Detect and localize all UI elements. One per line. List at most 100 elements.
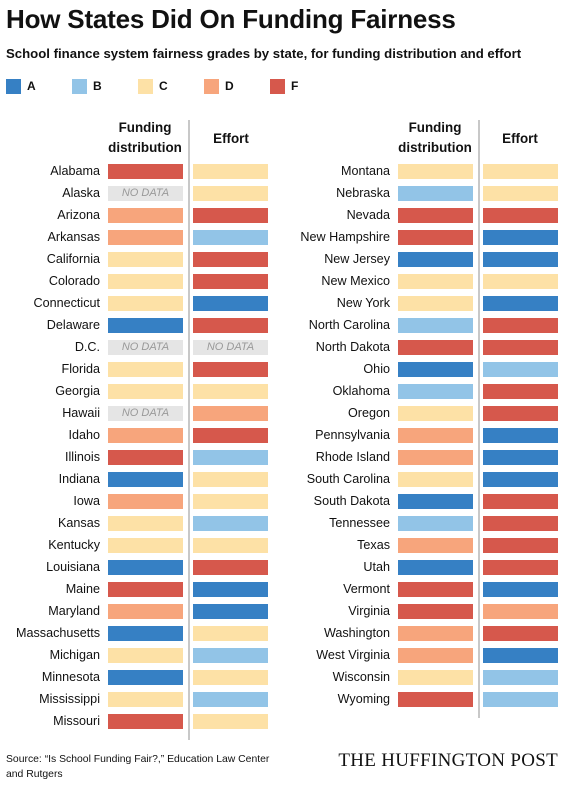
effort-bar [193, 516, 268, 531]
state-label: Connecticut [33, 296, 100, 310]
effort-bar [483, 692, 558, 707]
state-label: Texas [357, 538, 390, 552]
effort-bar [483, 626, 558, 641]
state-label: Maryland [48, 604, 100, 618]
funding-bar [398, 428, 473, 443]
funding-bar [398, 692, 473, 707]
state-label: South Carolina [306, 472, 390, 486]
funding-bar [398, 340, 473, 355]
funding-bar [398, 252, 473, 267]
state-label: Indiana [58, 472, 100, 486]
effort-bar [483, 428, 558, 443]
effort-bar [193, 384, 268, 399]
funding-bar [398, 384, 473, 399]
state-label: Colorado [48, 274, 100, 288]
state-label: West Virginia [316, 648, 390, 662]
funding-bar [398, 296, 473, 311]
state-label: Arizona [57, 208, 100, 222]
effort-bar [193, 318, 268, 333]
effort-bar [193, 604, 268, 619]
state-label: Wyoming [337, 692, 390, 706]
legend-swatch [270, 79, 285, 94]
legend-label: A [27, 79, 36, 93]
state-label: Washington [323, 626, 390, 640]
source-note: Source: “Is School Funding Fair?,” Educa… [6, 754, 270, 780]
state-label: Oregon [347, 406, 390, 420]
effort-bar [193, 538, 268, 553]
state-label: Tennessee [329, 516, 390, 530]
funding-bar [108, 648, 183, 663]
effort-bar [483, 274, 558, 289]
chart-title: How States Did On Funding Fairness [6, 4, 456, 34]
state-label: Illinois [65, 450, 100, 464]
state-label: Alabama [50, 164, 100, 178]
state-label: Missouri [53, 714, 100, 728]
funding-bar [108, 692, 183, 707]
legend-swatch [6, 79, 21, 94]
effort-bar [193, 692, 268, 707]
funding-bar [108, 494, 183, 509]
state-label: North Dakota [315, 340, 390, 354]
effort-bar [483, 582, 558, 597]
column-header-funding-distribution: Funding distribution [398, 120, 472, 155]
effort-bar [483, 648, 558, 663]
effort-bar [193, 450, 268, 465]
state-label: New Hampshire [300, 230, 390, 244]
funding-bar [398, 164, 473, 179]
state-label: Idaho [68, 428, 100, 442]
state-label: Iowa [73, 494, 100, 508]
state-label: Kansas [57, 516, 100, 530]
effort-bar [193, 186, 268, 201]
funding-bar [108, 428, 183, 443]
column-divider [188, 120, 190, 740]
state-label: New Mexico [321, 274, 390, 288]
funding-bar [398, 230, 473, 245]
funding-bar [398, 208, 473, 223]
state-label: Minnesota [41, 670, 100, 684]
no-data-cell: NO DATA [193, 340, 268, 355]
effort-bar [483, 230, 558, 245]
funding-bar [398, 406, 473, 421]
funding-bar [108, 472, 183, 487]
state-label: Utah [363, 560, 390, 574]
funding-bar [108, 296, 183, 311]
funding-bar [108, 538, 183, 553]
funding-bar [108, 230, 183, 245]
state-label: Rhode Island [315, 450, 390, 464]
state-label: Pennsylvania [315, 428, 390, 442]
funding-bar [108, 670, 183, 685]
effort-bar [483, 670, 558, 685]
no-data-cell: NO DATA [108, 186, 183, 201]
effort-bar [483, 384, 558, 399]
effort-bar [483, 252, 558, 267]
legend-label: B [93, 79, 102, 93]
funding-bar [108, 450, 183, 465]
funding-bar [398, 274, 473, 289]
state-label: Vermont [343, 582, 390, 596]
state-label: Nebraska [336, 186, 390, 200]
effort-bar [193, 230, 268, 245]
funding-bar [398, 494, 473, 509]
effort-bar [483, 296, 558, 311]
funding-bar [108, 318, 183, 333]
effort-bar [193, 362, 268, 377]
funding-bar [398, 472, 473, 487]
effort-bar [193, 472, 268, 487]
legend-label: F [291, 79, 299, 93]
column-header-effort: Effort [213, 131, 249, 146]
effort-bar [483, 494, 558, 509]
no-data-cell: NO DATA [108, 340, 183, 355]
column-divider [478, 120, 480, 718]
state-label: Virginia [348, 604, 390, 618]
effort-bar [193, 428, 268, 443]
publisher-logo: THE HUFFINGTON POST [338, 750, 558, 771]
legend-swatch [138, 79, 153, 94]
effort-bar [483, 560, 558, 575]
state-label: New York [336, 296, 390, 310]
funding-bar [398, 582, 473, 597]
effort-bar [193, 626, 268, 641]
legend-label: D [225, 79, 234, 93]
funding-bar [398, 186, 473, 201]
effort-bar [483, 164, 558, 179]
effort-bar [483, 318, 558, 333]
